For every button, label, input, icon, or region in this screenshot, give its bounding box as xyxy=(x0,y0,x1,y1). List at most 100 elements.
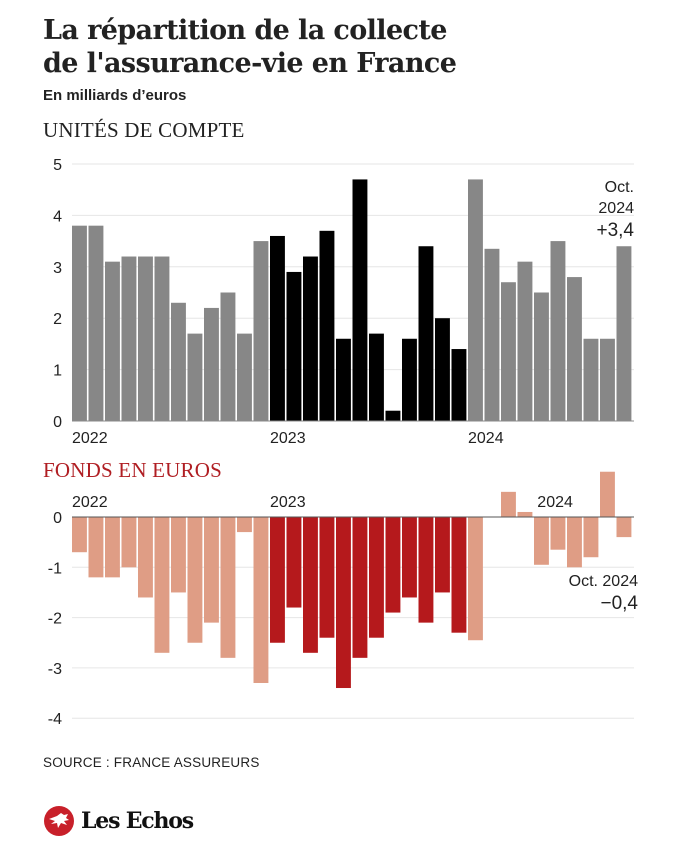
uc-ytick-label: 4 xyxy=(53,208,62,225)
uc-bar xyxy=(501,282,516,421)
fe-bar xyxy=(385,517,401,613)
uc-section-title: UNITÉS DE COMPTE xyxy=(43,118,245,142)
uc-bar xyxy=(270,235,285,421)
uc-bar xyxy=(435,318,450,421)
fe-bar xyxy=(88,517,104,578)
uc-bar xyxy=(352,179,368,421)
fe-bar xyxy=(171,517,186,593)
fe-bar xyxy=(237,517,252,533)
fe-bar xyxy=(336,517,351,689)
fe-bar xyxy=(270,517,285,643)
uc-bar xyxy=(319,230,335,421)
fe-ytick-label: -3 xyxy=(48,661,62,678)
fe-bar xyxy=(550,517,566,550)
fe-year-label: 2023 xyxy=(270,494,306,511)
uc-bar xyxy=(88,225,104,421)
uc-bar xyxy=(402,338,417,421)
fe-annotation-date: Oct. 2024 xyxy=(569,573,638,590)
uc-ytick-label: 3 xyxy=(53,260,62,277)
fe-bar xyxy=(187,517,203,643)
uc-bar xyxy=(534,292,549,421)
uc-ytick-label: 5 xyxy=(53,157,62,174)
fe-year-label: 2022 xyxy=(72,494,108,511)
fe-year-label: 2024 xyxy=(537,494,573,511)
uc-year-label: 2022 xyxy=(72,430,108,447)
uc-annotation-year: 2024 xyxy=(598,200,634,217)
fe-annotation-value: −0,4 xyxy=(600,593,638,614)
fe-bar xyxy=(220,517,236,658)
fe-bar xyxy=(352,517,368,658)
uc-bar xyxy=(138,256,153,421)
uc-chart: 0 1 2 3 4 5 2022 2023 2024 Oct. 2024 +3,4 xyxy=(53,157,634,447)
uc-bar xyxy=(567,277,582,421)
uc-ytick-label: 1 xyxy=(53,363,62,380)
uc-bar xyxy=(187,333,203,421)
uc-bar xyxy=(369,333,384,421)
uc-bar xyxy=(385,410,401,421)
fe-bar xyxy=(286,517,302,608)
uc-bar xyxy=(72,225,87,421)
fe-bar xyxy=(418,517,434,623)
fe-section-title: FONDS EN EUROS xyxy=(43,458,222,482)
title-line-1: La répartition de la collecte xyxy=(43,15,447,46)
fe-bar xyxy=(534,517,549,565)
title-line-2: de l'assurance-vie en France xyxy=(43,48,457,79)
fe-bar xyxy=(567,517,582,568)
pegasus-logo-icon xyxy=(44,806,74,836)
fe-bar xyxy=(121,517,137,568)
fe-bar xyxy=(319,517,335,638)
fe-bar xyxy=(72,517,87,553)
fe-bar xyxy=(451,517,467,633)
fe-bar xyxy=(253,517,269,683)
fe-bar xyxy=(583,517,599,558)
fe-bar xyxy=(616,517,632,538)
uc-bar xyxy=(600,338,615,421)
uc-bar xyxy=(336,338,351,421)
uc-bar xyxy=(204,307,219,421)
uc-bar xyxy=(616,246,632,421)
fe-bar xyxy=(435,517,450,593)
uc-bar xyxy=(105,261,120,421)
uc-bar xyxy=(303,256,318,421)
fe-ytick-label: 0 xyxy=(53,510,62,527)
fe-bar xyxy=(369,517,384,638)
uc-bar xyxy=(220,292,236,421)
uc-year-label: 2023 xyxy=(270,430,306,447)
uc-year-label: 2024 xyxy=(468,430,504,447)
uc-annotation-value: +3,4 xyxy=(596,220,634,241)
uc-ytick-label: 2 xyxy=(53,311,62,328)
logo-text: Les Echos xyxy=(81,808,194,834)
fe-ytick-label: -1 xyxy=(48,560,62,577)
fe-bar xyxy=(105,517,120,578)
uc-bar xyxy=(484,248,500,421)
uc-bar xyxy=(286,271,302,421)
uc-bar xyxy=(121,256,137,421)
uc-bar xyxy=(468,179,483,421)
fe-bar xyxy=(138,517,153,598)
source-note: SOURCE : FRANCE ASSUREURS xyxy=(43,755,260,770)
fe-bar xyxy=(402,517,417,598)
uc-bar xyxy=(253,241,269,421)
fe-ytick-label: -4 xyxy=(48,711,62,728)
fe-ytick-label: -2 xyxy=(48,611,62,628)
fe-bar xyxy=(501,491,516,517)
fe-bar xyxy=(154,517,170,653)
uc-bar xyxy=(583,338,599,421)
uc-bar xyxy=(550,241,566,421)
uc-bar xyxy=(237,333,252,421)
fe-bar xyxy=(600,471,615,517)
uc-bar xyxy=(517,261,533,421)
chart-title: La répartition de la collecte de l'assur… xyxy=(43,14,663,80)
les-echos-logo: Les Echos xyxy=(43,805,194,837)
uc-bar xyxy=(418,246,434,421)
uc-ytick-label: 0 xyxy=(53,414,62,431)
uc-bar xyxy=(154,256,170,421)
uc-annotation-month: Oct. xyxy=(605,179,634,196)
uc-bar xyxy=(451,349,467,421)
fe-bar xyxy=(468,517,483,641)
fe-bar xyxy=(204,517,219,623)
uc-bar xyxy=(171,302,186,421)
fe-bar xyxy=(517,511,533,517)
fe-chart: 0 -1 -2 -3 -4 2022 2023 2024 Oct. 2024 −0,4 xyxy=(48,471,638,728)
